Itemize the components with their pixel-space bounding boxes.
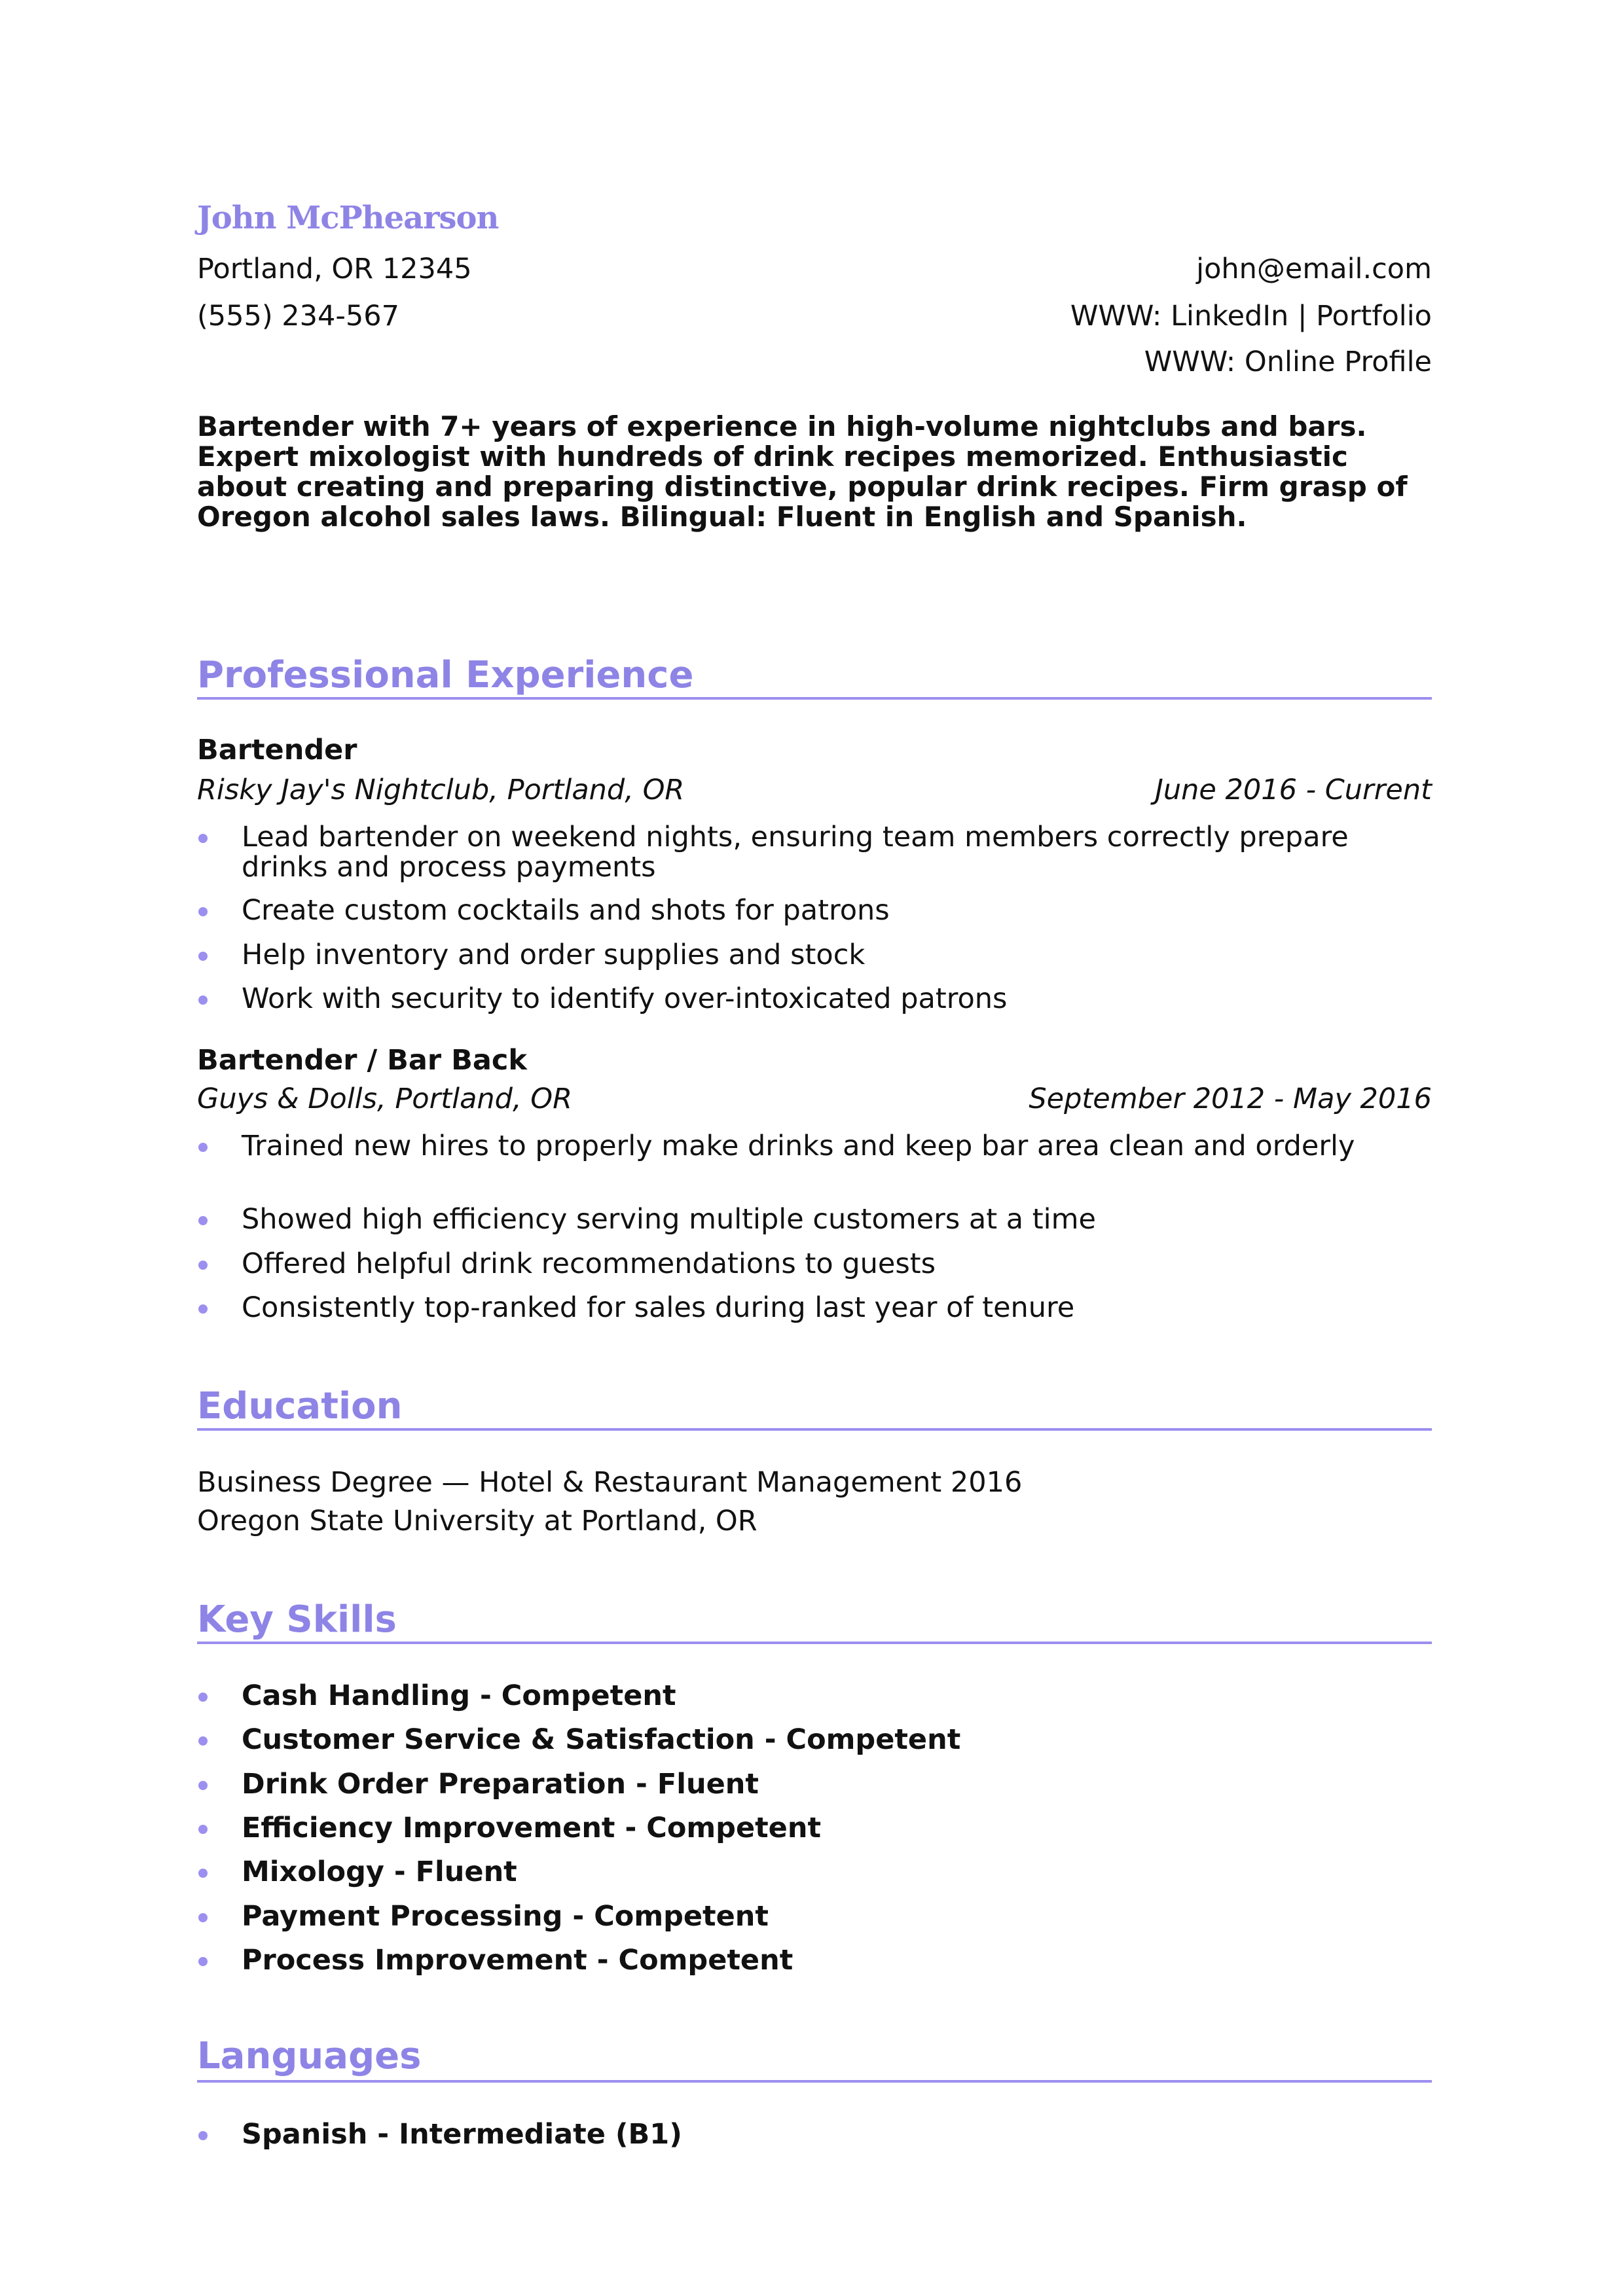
job-role: Bartender / Bar Back <box>197 1044 527 1077</box>
bullet-text: Help inventory and order supplies and st… <box>242 939 866 971</box>
phone: (555) 234-567 <box>197 300 399 332</box>
bullet-dot <box>198 1261 208 1270</box>
job-company: Guys & Dolls, Portland, OR <box>197 1083 573 1115</box>
bullet-dot <box>198 1143 208 1152</box>
bullet-dot <box>198 1216 208 1225</box>
section-rule <box>197 2080 1432 2083</box>
bullet-text: Drink Order Preparation - Fluent <box>242 1767 759 1801</box>
bullet-text: Offered helpful drink recommendations to… <box>242 1247 936 1280</box>
summary: Bartender with 7+ years of experience in… <box>197 410 1408 533</box>
bullet-text: Showed high efficiency serving multiple … <box>242 1203 1096 1236</box>
bullet-dot <box>198 1824 208 1834</box>
bullet-text: Efficiency Improvement - Competent <box>242 1811 822 1844</box>
bullet-text: Spanish - Intermediate (B1) <box>242 2118 682 2151</box>
bullet-text: Create custom cocktails and shots for pa… <box>242 894 890 927</box>
bullet-dot <box>198 834 208 843</box>
job-company: Risky Jay's Nightclub, Portland, OR <box>197 774 685 806</box>
education-line: Oregon State University at Portland, OR <box>197 1505 757 1537</box>
section-heading: Key Skills <box>197 1598 397 1641</box>
profile-link[interactable]: WWW: Online Profile <box>1144 346 1432 378</box>
section-rule <box>197 1641 1432 1644</box>
bullet-dot <box>198 1956 208 1966</box>
email[interactable]: john@email.com <box>1196 253 1432 285</box>
bullet-text: Consistently top-ranked for sales during… <box>242 1291 1075 1324</box>
bullet-dot <box>198 1869 208 1878</box>
bullet-dot <box>198 1693 208 1702</box>
section-heading: Languages <box>197 2035 422 2077</box>
bullet-dot <box>198 1736 208 1746</box>
job-dates: September 2012 - May 2016 <box>1029 1083 1432 1115</box>
section-heading: Education <box>197 1385 403 1427</box>
bullet-text: Customer Service & Satisfaction - Compet… <box>242 1723 961 1757</box>
section-heading: Professional Experience <box>197 654 694 696</box>
bullet-text: Cash Handling - Competent <box>242 1679 676 1712</box>
profile-link[interactable]: WWW: LinkedIn | Portfolio <box>1070 300 1432 332</box>
section-rule <box>197 697 1432 700</box>
bullet-text: Work with security to identify over-into… <box>242 982 1008 1015</box>
job-role: Bartender <box>197 734 357 766</box>
bullet-dot <box>198 2131 208 2140</box>
bullet-dot <box>198 1304 208 1314</box>
bullet-text: Payment Processing - Competent <box>242 1899 769 1933</box>
bullet-dot <box>198 952 208 961</box>
bullet-text: Process Improvement - Competent <box>242 1943 793 1977</box>
bullet-text: Trained new hires to properly make drink… <box>242 1130 1355 1162</box>
candidate-name: John McPhearson <box>197 200 499 236</box>
education-line: Business Degree — Hotel & Restaurant Man… <box>197 1466 1023 1499</box>
section-rule <box>197 1428 1432 1431</box>
bullet-text: Mixology - Fluent <box>242 1856 517 1889</box>
job-dates: June 2016 - Current <box>1155 774 1432 806</box>
location: Portland, OR 12345 <box>197 253 472 285</box>
bullet-text: Lead bartender on weekend nights, ensuri… <box>242 821 1349 884</box>
bullet-dot <box>198 996 208 1005</box>
bullet-dot <box>198 1780 208 1790</box>
bullet-dot <box>198 1912 208 1922</box>
bullet-dot <box>198 907 208 916</box>
